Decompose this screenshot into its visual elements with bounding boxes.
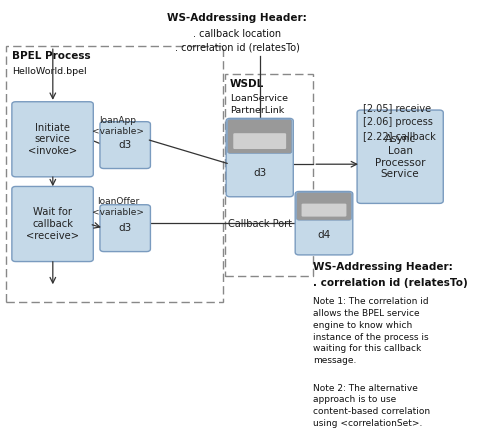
FancyBboxPatch shape bbox=[228, 119, 292, 154]
FancyBboxPatch shape bbox=[302, 204, 346, 217]
FancyBboxPatch shape bbox=[100, 205, 150, 251]
FancyBboxPatch shape bbox=[295, 191, 353, 255]
Text: Async
Loan
Processor
Service: Async Loan Processor Service bbox=[375, 134, 426, 179]
Bar bbox=[6, 46, 223, 302]
FancyBboxPatch shape bbox=[12, 102, 94, 177]
Text: WS-Addressing Header:: WS-Addressing Header: bbox=[314, 262, 453, 272]
Text: Note 1: The correlation id
allows the BPEL service
engine to know which
instance: Note 1: The correlation id allows the BP… bbox=[314, 297, 429, 365]
FancyBboxPatch shape bbox=[357, 110, 444, 203]
Text: BPEL Process: BPEL Process bbox=[12, 51, 90, 61]
Text: [2.05] receive
[2.06] process
[2.22] callback: [2.05] receive [2.06] process [2.22] cal… bbox=[364, 103, 436, 141]
Text: . correlation id (relatesTo): . correlation id (relatesTo) bbox=[314, 278, 468, 288]
Text: Note 2: The alternative
approach is to use
content-based correlation
using <corr: Note 2: The alternative approach is to u… bbox=[314, 384, 430, 428]
Text: LoanService
PartnerLink: LoanService PartnerLink bbox=[230, 94, 288, 115]
Text: d4: d4 bbox=[318, 230, 330, 240]
FancyBboxPatch shape bbox=[234, 133, 286, 149]
Text: WS-Addressing Header:: WS-Addressing Header: bbox=[167, 13, 307, 23]
Text: Wait for
callback
<receive>: Wait for callback <receive> bbox=[26, 207, 79, 241]
FancyBboxPatch shape bbox=[226, 118, 294, 197]
FancyBboxPatch shape bbox=[296, 193, 352, 220]
Text: d3: d3 bbox=[253, 168, 266, 178]
Bar bbox=[225, 75, 314, 275]
Text: loanOffer
<variable>: loanOffer <variable> bbox=[92, 197, 144, 218]
FancyBboxPatch shape bbox=[100, 122, 150, 169]
FancyBboxPatch shape bbox=[12, 187, 94, 262]
Text: d3: d3 bbox=[118, 140, 132, 150]
Text: loanApp
<variable>: loanApp <variable> bbox=[92, 116, 144, 136]
Text: WSDL: WSDL bbox=[230, 79, 264, 90]
Text: Initiate Port: Initiate Port bbox=[228, 141, 284, 151]
Text: d3: d3 bbox=[118, 223, 132, 233]
Text: HelloWorld.bpel: HelloWorld.bpel bbox=[12, 67, 86, 76]
Text: Initiate
service
<invoke>: Initiate service <invoke> bbox=[28, 123, 77, 156]
Text: . callback location
. correlation id (relatesTo): . callback location . correlation id (re… bbox=[174, 29, 300, 53]
Text: Callback Port: Callback Port bbox=[228, 219, 292, 229]
